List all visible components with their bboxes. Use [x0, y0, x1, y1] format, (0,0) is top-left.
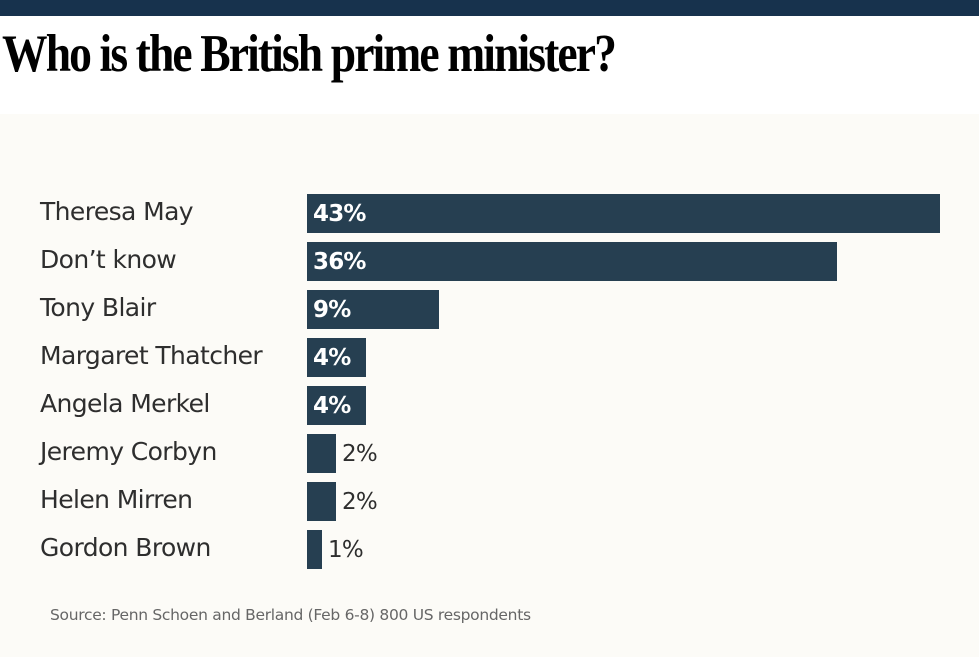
category-label: Angela Merkel — [40, 389, 210, 418]
value-label: 1% — [328, 537, 364, 563]
bar — [307, 290, 439, 329]
value-label: 2% — [342, 441, 378, 467]
category-label: Helen Mirren — [40, 485, 193, 514]
bar — [307, 242, 837, 281]
bar — [307, 530, 322, 569]
value-label: 36% — [313, 249, 366, 275]
bar — [307, 338, 366, 377]
value-label: 4% — [313, 345, 351, 371]
bar — [307, 482, 336, 521]
chart-title: Who is the British prime minister? — [2, 25, 617, 83]
category-label: Jeremy Corbyn — [40, 437, 217, 466]
bar — [307, 434, 336, 473]
value-label: 9% — [313, 297, 351, 323]
source-note: Source: Penn Schoen and Berland (Feb 6-8… — [50, 606, 531, 624]
bar — [307, 194, 940, 233]
top-banner — [0, 0, 979, 16]
category-label: Margaret Thatcher — [40, 341, 263, 370]
category-label: Don’t know — [40, 245, 177, 274]
value-label: 4% — [313, 393, 351, 419]
category-label: Tony Blair — [40, 293, 156, 322]
value-label: 2% — [342, 489, 378, 515]
header — [0, 16, 979, 114]
bar — [307, 386, 366, 425]
category-label: Gordon Brown — [40, 533, 211, 562]
category-label: Theresa May — [40, 197, 194, 226]
value-label: 43% — [313, 201, 366, 227]
